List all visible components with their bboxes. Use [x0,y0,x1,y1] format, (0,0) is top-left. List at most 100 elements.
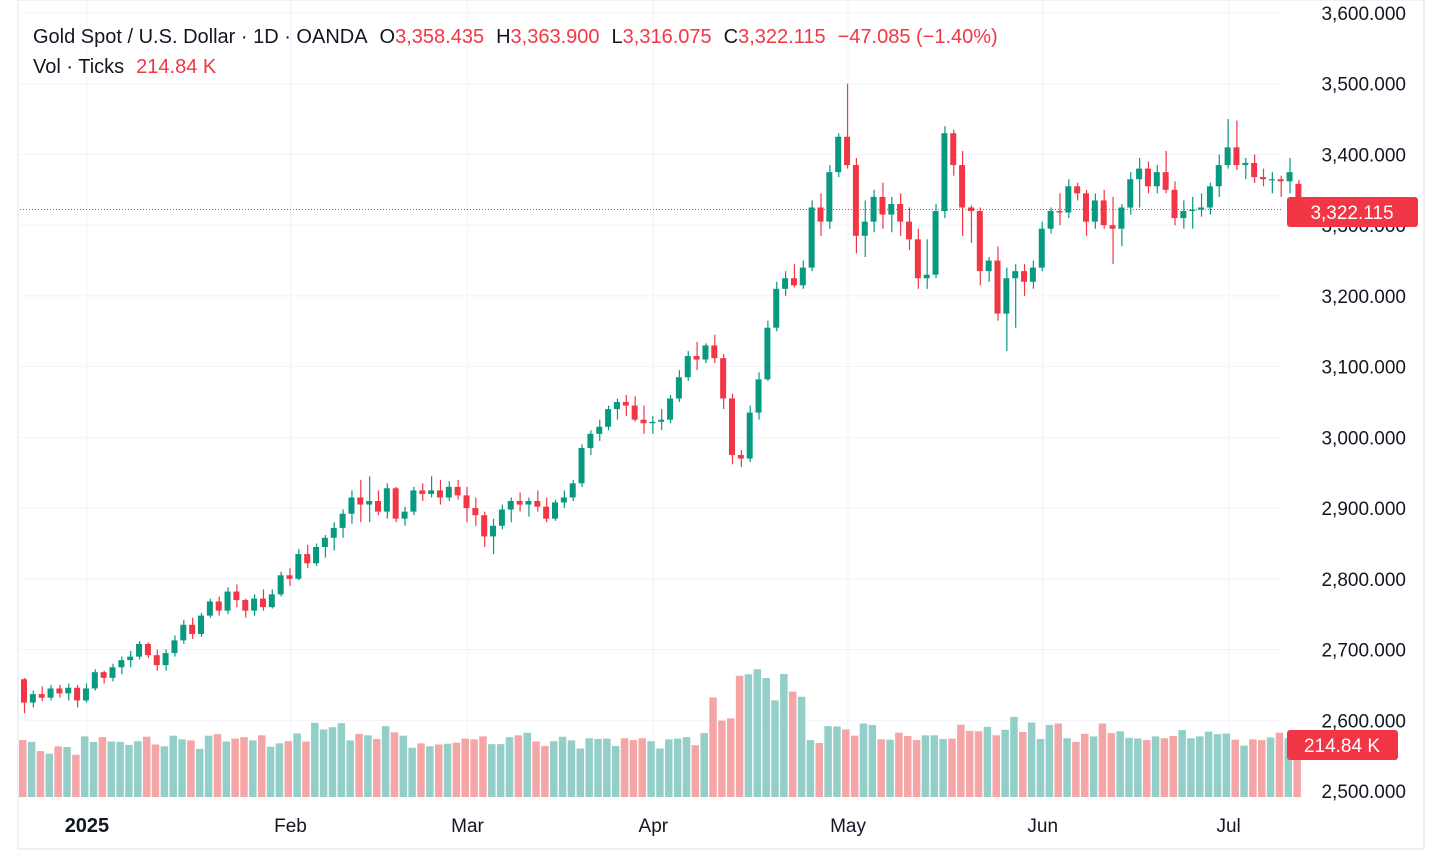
volume-bar [1293,736,1301,797]
candle-body [56,688,63,694]
candle-body [817,207,824,222]
volume-bar [1063,738,1071,797]
volume-bar [665,739,673,797]
volume-bar [727,718,735,797]
candle-body [1056,211,1063,213]
candle-body [189,624,196,634]
volume-badge: 214.84 K [1287,730,1398,760]
volume-bar [948,738,956,797]
last-price-badge: 3,322.115 [1287,197,1418,227]
volume-bar [930,735,939,797]
candle-body [684,356,691,378]
candle-series [21,83,1302,714]
candle-body [1171,189,1178,219]
volume-bar [204,735,213,797]
y-tick-label: 2,600.000 [1321,711,1406,732]
symbol-title[interactable]: Gold Spot / U.S. Dollar · 1D · OANDA [33,26,368,48]
candle-body [693,356,700,360]
candle-body [1251,162,1258,178]
volume-bar [266,746,275,797]
volume-label[interactable]: Vol · Ticks [33,56,125,78]
volume-bar [98,737,107,797]
volume-bar [169,735,177,797]
volume-bar [1213,734,1222,797]
candle-body [472,508,479,516]
candle-body [808,207,815,268]
candle-body [799,267,806,286]
volume-bar [611,745,620,797]
x-tick-label: 2025 [65,815,110,837]
candle-body [534,501,541,507]
volume-bar [744,674,753,797]
volume-bar [1275,732,1284,797]
candle-body [1021,271,1028,282]
volume-bar [134,741,142,797]
time-axis[interactable]: 2025 Feb Mar Apr May Jun Jul [65,815,1241,837]
volume-bar [328,727,337,797]
volume-bar [364,735,372,797]
x-tick-label: Jul [1216,816,1240,837]
candle-body [366,501,373,505]
candle-body [1260,177,1266,180]
candle-body [737,455,744,459]
candle-body [180,624,187,641]
volume-bar [275,743,284,797]
candle-body [268,594,275,608]
volume-bar [1001,729,1009,797]
volume-bar [771,700,779,797]
volume-bar [1134,738,1142,797]
candle-body [773,288,780,328]
volume-bar [797,696,806,797]
volume-bar [1019,731,1027,797]
candle-body [153,655,160,666]
candle-body [445,486,452,498]
volume-bar [1240,745,1248,797]
volume-bar [1116,731,1124,797]
volume-bar [983,726,992,797]
candle-body [746,412,753,459]
volume-bar [390,732,399,797]
volume-bar [1010,716,1018,797]
price-axis[interactable]: 2,500.000 2,600.000 2,700.000 2,800.000 2,90… [1321,4,1406,803]
volume-bar [974,731,983,797]
candle-body [1162,172,1169,190]
volume-bar [452,742,461,797]
candle-body [1198,207,1205,210]
volume-bar [434,744,443,797]
candle-body [490,525,497,537]
volume-bar [89,741,98,797]
candle-body [640,419,647,424]
candle-body [667,398,674,420]
candle-body [162,653,169,666]
volume-bar [850,735,859,797]
candle-body [233,591,240,601]
candle-body [844,136,851,166]
candle-body [720,358,727,399]
candle-body [622,402,629,406]
candle-body [994,260,1001,314]
candle-body [658,419,665,422]
volume-bar [877,739,885,797]
candle-body [330,527,337,538]
candle-body [790,278,797,286]
volume-bar [1081,733,1089,797]
volume-bar [178,739,186,797]
candle-body [1127,179,1134,208]
candle-body [1144,168,1151,187]
volume-bar [682,737,691,797]
candle-body [976,211,983,272]
volume-bar [151,744,160,797]
volume-bar [240,737,248,797]
candle-body [923,274,930,279]
volume-bar [594,738,602,797]
volume-bar [284,741,292,797]
volume-bar [426,746,434,797]
candle-body [1233,147,1240,166]
volume-bar [249,740,257,797]
candle-body [1180,211,1187,219]
candle-body [436,490,443,498]
candle-body [870,196,877,222]
candle-body [215,601,222,611]
volume-bar [912,740,921,797]
